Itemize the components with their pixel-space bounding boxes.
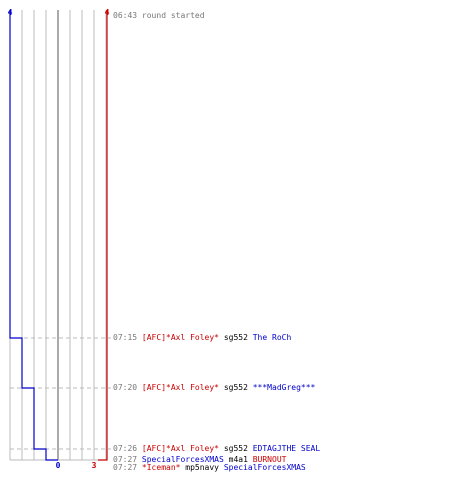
event-killer: [AFC]*Axl Foley* — [141, 333, 219, 342]
event-message: round started — [141, 11, 205, 20]
event-killer: SpecialForcesXMAS — [141, 455, 224, 464]
event-killer: *Iceman* — [141, 463, 181, 472]
blue-score-end-label: 0 — [56, 461, 61, 470]
event-weapon: sg552 — [223, 383, 248, 392]
event-time: 06:43 — [113, 11, 138, 20]
event-row: 07:26 [AFC]*Axl Foley* sg552 EDTAGJTHE S… — [113, 444, 320, 453]
event-killer: [AFC]*Axl Foley* — [141, 444, 219, 453]
event-victim: BURNOUT — [252, 455, 287, 464]
event-row: 07:20 [AFC]*Axl Foley* sg552 ***MadGreg*… — [113, 383, 315, 392]
event-row: 06:43 round started — [113, 11, 205, 20]
event-weapon: sg552 — [223, 333, 248, 342]
event-killer: [AFC]*Axl Foley* — [141, 383, 219, 392]
event-weapon: mp5navy — [185, 463, 219, 472]
event-weapon: m4a1 — [228, 455, 248, 464]
event-weapon: sg552 — [223, 444, 248, 453]
event-time: 07:26 — [113, 444, 138, 453]
event-row: 07:27 *Iceman* mp5navy SpecialForcesXMAS — [113, 463, 306, 472]
event-victim: EDTAGJTHE SEAL — [252, 444, 321, 453]
red-score-start-label: 4 — [105, 8, 110, 17]
chart-grid — [9, 10, 107, 461]
event-time: 07:27 — [113, 463, 138, 472]
score-labels: 4 4 0 3 — [8, 8, 110, 470]
blue-score-start-label: 4 — [8, 8, 13, 17]
event-victim: ***MadGreg*** — [252, 383, 316, 392]
score-series — [9, 10, 108, 461]
red-team-score-line — [98, 10, 108, 461]
event-time: 07:27 — [113, 455, 138, 464]
event-time: 07:20 — [113, 383, 138, 392]
event-row: 07:27 SpecialForcesXMAS m4a1 BURNOUT — [113, 455, 286, 464]
event-victim: SpecialForcesXMAS — [223, 463, 306, 472]
event-row: 07:15 [AFC]*Axl Foley* sg552 The RoCh — [113, 333, 291, 342]
event-victim: The RoCh — [252, 333, 292, 342]
red-score-end-label: 3 — [92, 461, 97, 470]
event-time: 07:15 — [113, 333, 138, 342]
blue-team-score-line — [9, 10, 58, 461]
